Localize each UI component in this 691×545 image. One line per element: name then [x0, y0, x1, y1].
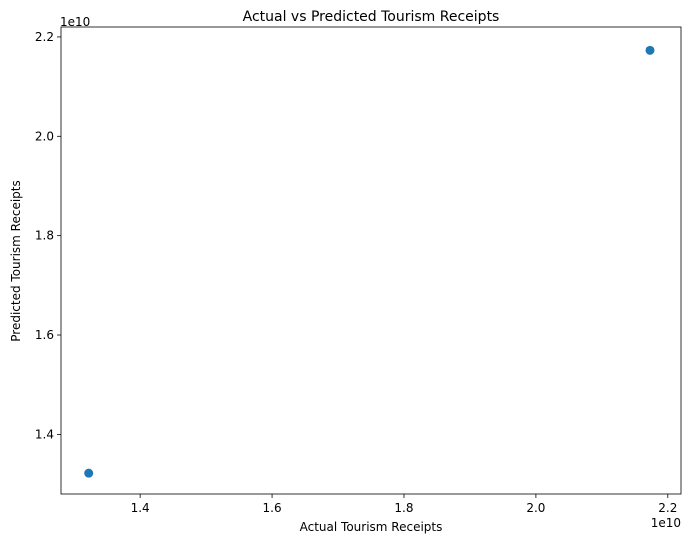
y-tick-label: 2.2 [35, 30, 54, 44]
y-tick-label: 1.6 [35, 328, 54, 342]
x-tick-label: 1.8 [394, 501, 413, 515]
x-tick-label: 2.0 [526, 501, 545, 515]
y-axis-offset-label: 1e10 [60, 15, 90, 29]
chart-title: Actual vs Predicted Tourism Receipts [243, 9, 500, 25]
x-tick-label: 1.4 [131, 501, 150, 515]
plot-area: 1.4 1.6 1.8 2.0 2.2 1.4 1.6 1.8 2.0 2.2 [35, 26, 682, 515]
y-axis-label: Predicted Tourism Receipts [9, 180, 23, 341]
x-axis-label: Actual Tourism Receipts [300, 520, 443, 534]
scatter-point [84, 468, 94, 478]
scatter-point [645, 45, 655, 55]
x-tick-label: 2.2 [658, 501, 677, 515]
y-tick-label: 1.8 [35, 229, 54, 243]
y-tick-label: 2.0 [35, 129, 54, 143]
x-tick-label: 1.6 [263, 501, 282, 515]
y-tick-label: 1.4 [35, 427, 54, 441]
x-axis-offset-label: 1e10 [651, 516, 681, 530]
plot-frame [60, 26, 682, 495]
